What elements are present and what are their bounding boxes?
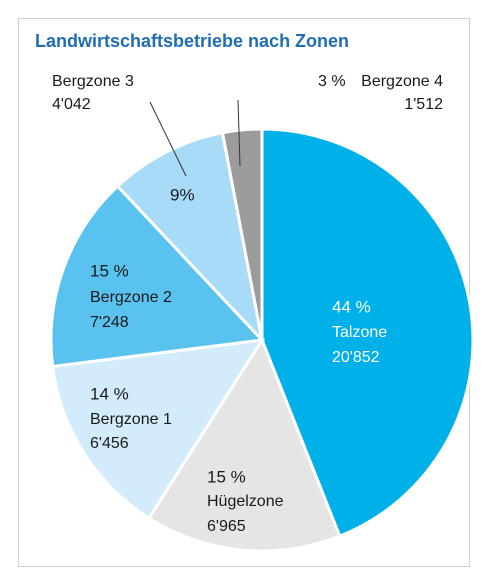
leader-line <box>149 101 187 177</box>
value-label: 3 % <box>318 73 346 90</box>
count-label: 6'965 <box>207 518 246 535</box>
pie-slice <box>146 336 342 553</box>
value-label: 9% <box>170 185 195 204</box>
value-label: 15 % <box>90 261 129 280</box>
chart-title: Landwirtschaftsbetriebe nach Zonen <box>35 31 349 51</box>
category-label: Talzone <box>332 324 387 341</box>
category-label: Bergzone 4 <box>361 73 443 90</box>
pie-slice <box>260 127 475 539</box>
pie-slice <box>115 130 265 345</box>
pie-slice <box>220 127 264 341</box>
value-label: 14 % <box>90 384 129 403</box>
pie-slice <box>49 184 266 369</box>
count-label: 4'042 <box>52 96 91 113</box>
count-label: 6'456 <box>90 435 129 452</box>
value-label: 44 % <box>332 297 371 316</box>
category-label: Bergzone 1 <box>90 411 172 428</box>
count-label: 20'852 <box>332 349 380 366</box>
pie-slice <box>50 338 265 521</box>
card-frame <box>18 18 470 567</box>
category-label: Bergzone 3 <box>52 73 134 90</box>
category-label: Hügelzone <box>207 493 284 510</box>
leader-line <box>237 99 241 167</box>
count-label: 7'248 <box>90 314 129 331</box>
category-label: Bergzone 2 <box>90 289 172 306</box>
count-label: 1'512 <box>404 96 443 113</box>
value-label: 15 % <box>207 467 246 486</box>
